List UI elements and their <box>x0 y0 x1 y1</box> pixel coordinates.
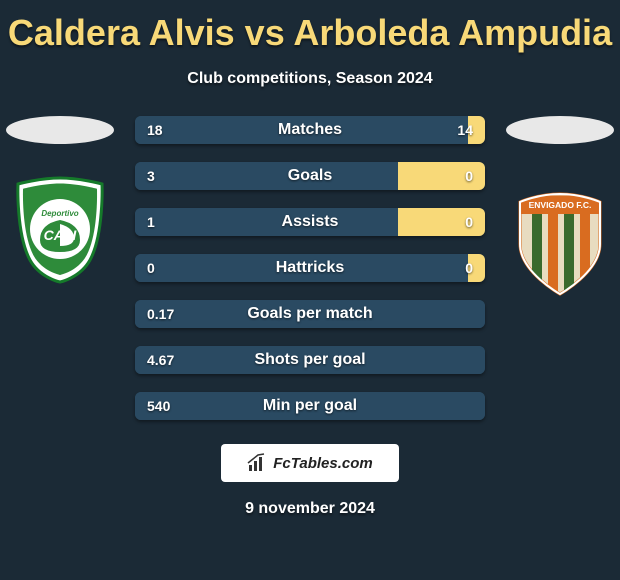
badge-left-text: CALI <box>44 227 78 243</box>
subtitle: Club competitions, Season 2024 <box>0 70 620 88</box>
deportivo-cali-badge: Deportivo CALI <box>10 174 110 284</box>
stats-list: Matches1814Goals30Assists10Hattricks00Go… <box>135 116 485 420</box>
stat-value-left: 18 <box>135 116 175 144</box>
watermark-text: FcTables.com <box>273 455 372 472</box>
stat-value-left: 1 <box>135 208 167 236</box>
stat-label: Hattricks <box>135 254 485 282</box>
badge-right-text: ENVIGADO F.C. <box>529 200 592 210</box>
stat-value-right: 14 <box>445 116 485 144</box>
watermark[interactable]: FcTables.com <box>221 444 399 482</box>
stat-value-left: 0 <box>135 254 167 282</box>
comparison-panel: Deportivo CALI ENVIGADO F.C. Matches1814… <box>0 116 620 420</box>
stat-value-left: 3 <box>135 162 167 190</box>
stat-row: Assists1 0 <box>135 208 485 236</box>
date-text: 9 november 2024 <box>0 500 620 518</box>
stat-row: Goals3 0 <box>135 162 485 190</box>
stat-value-left: 0.17 <box>135 300 186 328</box>
stat-value-right: 0 <box>453 208 485 236</box>
player-left-column: Deportivo CALI <box>0 116 120 284</box>
stat-row: Shots per goal4.67 <box>135 346 485 374</box>
stat-row: Hattricks0 0 <box>135 254 485 282</box>
stat-label: Min per goal <box>135 392 485 420</box>
player-right-avatar-placeholder <box>506 116 614 144</box>
stat-label: Matches <box>135 116 485 144</box>
envigado-fc-badge: ENVIGADO F.C. <box>510 188 610 298</box>
stat-label: Assists <box>135 208 485 236</box>
stat-label: Shots per goal <box>135 346 485 374</box>
stat-row: Matches18 14 <box>135 116 485 144</box>
player-left-avatar-placeholder <box>6 116 114 144</box>
stat-label: Goals per match <box>135 300 485 328</box>
stat-value-right: 0 <box>453 254 485 282</box>
stat-row: Min per goal540 <box>135 392 485 420</box>
stat-row: Goals per match0.17 <box>135 300 485 328</box>
badge-left-smalltext: Deportivo <box>41 209 78 218</box>
stat-label: Goals <box>135 162 485 190</box>
stat-value-left: 540 <box>135 392 182 420</box>
player-right-column: ENVIGADO F.C. <box>500 116 620 298</box>
page-title: Caldera Alvis vs Arboleda Ampudia <box>0 0 620 54</box>
stat-value-right: 0 <box>453 162 485 190</box>
stat-value-left: 4.67 <box>135 346 186 374</box>
chart-icon <box>247 453 267 473</box>
